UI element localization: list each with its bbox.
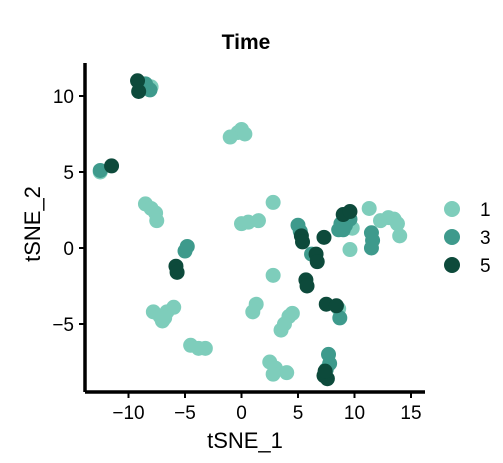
point-series-3-16 bbox=[332, 310, 348, 326]
point-series-1-14 bbox=[265, 194, 281, 210]
point-series-1-38 bbox=[197, 340, 213, 356]
point-series-1-13 bbox=[250, 213, 266, 229]
y-tick-label: 10 bbox=[53, 87, 74, 108]
x-tick-label: −10 bbox=[112, 403, 144, 424]
x-tick-label: 10 bbox=[344, 403, 365, 424]
legend-swatch-1 bbox=[444, 201, 460, 217]
point-series-1-29 bbox=[157, 310, 173, 326]
point-series-5-11 bbox=[342, 204, 358, 220]
x-tick-label: 5 bbox=[293, 403, 304, 424]
point-series-1-21 bbox=[389, 216, 405, 232]
y-tick-label: −5 bbox=[52, 315, 74, 336]
x-tick-label: −5 bbox=[174, 403, 196, 424]
point-series-1-33 bbox=[284, 305, 300, 321]
point-series-5-15 bbox=[328, 298, 344, 314]
x-tick-label: 15 bbox=[400, 403, 421, 424]
point-series-3-1 bbox=[142, 82, 158, 98]
point-series-1-35 bbox=[273, 322, 289, 338]
point-series-3-2 bbox=[92, 162, 108, 178]
y-axis-title: tSNE_2 bbox=[20, 186, 45, 262]
point-series-5-2 bbox=[104, 158, 120, 174]
point-series-5-9 bbox=[316, 229, 332, 245]
x-axis-title: tSNE_1 bbox=[207, 428, 283, 453]
points-layer bbox=[92, 73, 408, 387]
x-tick-label: 0 bbox=[236, 403, 247, 424]
point-series-1-27 bbox=[166, 299, 182, 315]
legend-swatch-3 bbox=[444, 229, 460, 245]
ticks-layer: −10 −5 0 5 10 15 10 5 0 −5 bbox=[52, 87, 421, 424]
point-series-1-16 bbox=[342, 242, 358, 258]
point-series-1-5 bbox=[222, 129, 238, 145]
legend-swatch-5 bbox=[444, 257, 460, 273]
chart-title: Time bbox=[222, 31, 271, 54]
y-tick-label: 5 bbox=[63, 163, 74, 184]
point-series-1-23 bbox=[265, 267, 281, 283]
point-series-1-22 bbox=[392, 228, 408, 244]
point-series-5-1 bbox=[131, 83, 147, 99]
point-series-5-4 bbox=[169, 264, 185, 280]
point-series-1-41 bbox=[279, 365, 295, 381]
point-series-1-42 bbox=[265, 366, 281, 382]
legend-label-3: 3 bbox=[480, 228, 491, 249]
point-series-1-10 bbox=[149, 213, 165, 229]
point-series-5-18 bbox=[317, 363, 333, 379]
y-tick-label: 0 bbox=[63, 239, 74, 260]
point-series-1-31 bbox=[245, 304, 261, 320]
point-series-5-8 bbox=[309, 254, 325, 270]
point-series-1-17 bbox=[361, 200, 377, 216]
point-series-1-4 bbox=[237, 126, 253, 142]
point-series-3-4 bbox=[179, 238, 195, 254]
axes-layer bbox=[83, 63, 425, 394]
legend-label-1: 1 bbox=[480, 200, 491, 221]
legend: 1 3 5 bbox=[444, 200, 491, 277]
legend-label-5: 5 bbox=[480, 256, 491, 277]
point-series-5-6 bbox=[295, 234, 311, 250]
point-series-5-13 bbox=[299, 278, 315, 294]
point-series-3-11 bbox=[335, 222, 351, 238]
point-series-3-14 bbox=[363, 240, 379, 256]
